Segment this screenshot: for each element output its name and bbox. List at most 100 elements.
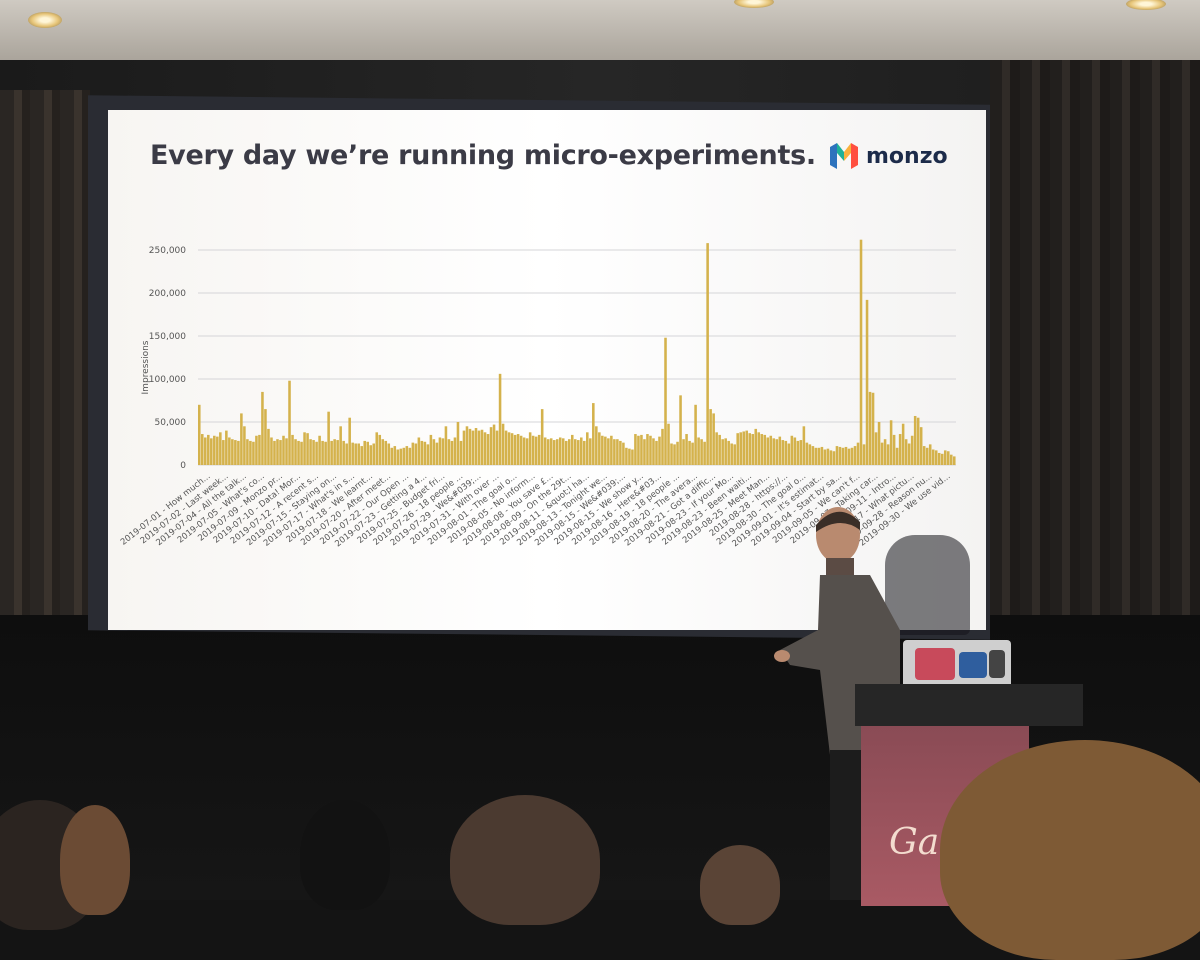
bar [940,453,944,465]
bar [691,442,694,465]
bar [589,438,592,465]
presentation-slide: Every day we’re running micro-experiment… [108,110,986,630]
bar [387,443,391,465]
bar [429,434,433,465]
curtain-right [990,60,1200,680]
bar [937,452,941,465]
bar [853,446,857,465]
bar [378,434,382,465]
bar [904,439,908,465]
bar [631,449,634,465]
bar [910,435,914,465]
y-tick-label: 150,000 [149,332,186,342]
bar [733,444,736,465]
bar [793,437,797,465]
bar [468,428,472,465]
audience-head [700,845,780,925]
bar [760,434,764,465]
bar [613,439,616,465]
bar [628,448,631,465]
y-axis-label: Impressions [141,340,151,394]
bar [778,436,782,465]
bar [525,438,529,465]
bar [883,439,887,465]
bar [327,411,330,465]
bar [216,436,219,465]
bar [495,430,499,465]
bar [411,442,415,465]
bar [297,440,300,465]
bar [384,440,388,465]
bar [952,456,956,465]
bar [510,433,514,465]
bar [646,434,649,465]
bar [592,403,595,465]
bar [931,449,935,465]
bar [817,447,821,465]
bar [405,446,409,465]
bar [450,440,454,465]
bar [673,444,676,465]
bar [670,443,673,465]
laptop-sticker [915,648,955,680]
bar [300,441,303,465]
ceiling-light [1126,0,1166,10]
monzo-logo-icon [830,143,858,169]
bar [522,437,526,465]
bar [348,417,351,465]
bar [766,437,770,465]
bar [276,439,279,465]
bar [246,439,249,465]
bar [534,436,538,465]
bar [270,437,273,465]
bar [781,440,785,465]
bar [763,434,767,465]
bar [471,430,475,465]
bar [799,440,803,465]
bar [634,434,637,465]
bar [808,444,812,465]
bar [537,434,541,465]
bar [805,442,809,465]
bar [922,446,926,465]
bar [465,426,469,465]
bar [264,409,267,465]
y-tick-label: 250,000 [149,246,186,256]
bar [751,434,755,465]
bar [652,438,655,465]
bar [946,451,950,465]
ceiling [0,0,1200,62]
bar [462,430,466,465]
bar [567,439,571,465]
bar [423,441,427,465]
bar [913,415,917,465]
bar [330,440,333,465]
bar [417,437,421,465]
bar [459,440,463,465]
bar [555,439,559,465]
bar [679,395,682,465]
bar [324,441,327,465]
bar [688,440,691,465]
bar [598,432,601,465]
bar [847,448,851,465]
y-tick-label: 0 [180,461,186,471]
bar [354,443,357,465]
laptop-sticker [959,652,987,678]
bar [294,439,297,465]
bar [402,447,406,465]
bar [426,444,430,465]
bar [796,440,800,465]
bar [610,435,613,465]
bar [483,432,487,465]
bar [829,450,833,465]
bar [943,450,947,465]
slide-title: Every day we’re running micro-experiment… [150,140,816,171]
bar [489,427,493,465]
bar [237,440,240,465]
bar [655,440,658,465]
bar [850,447,854,465]
laptop-sticker [989,650,1005,678]
bar [643,439,646,465]
bar [375,432,379,465]
